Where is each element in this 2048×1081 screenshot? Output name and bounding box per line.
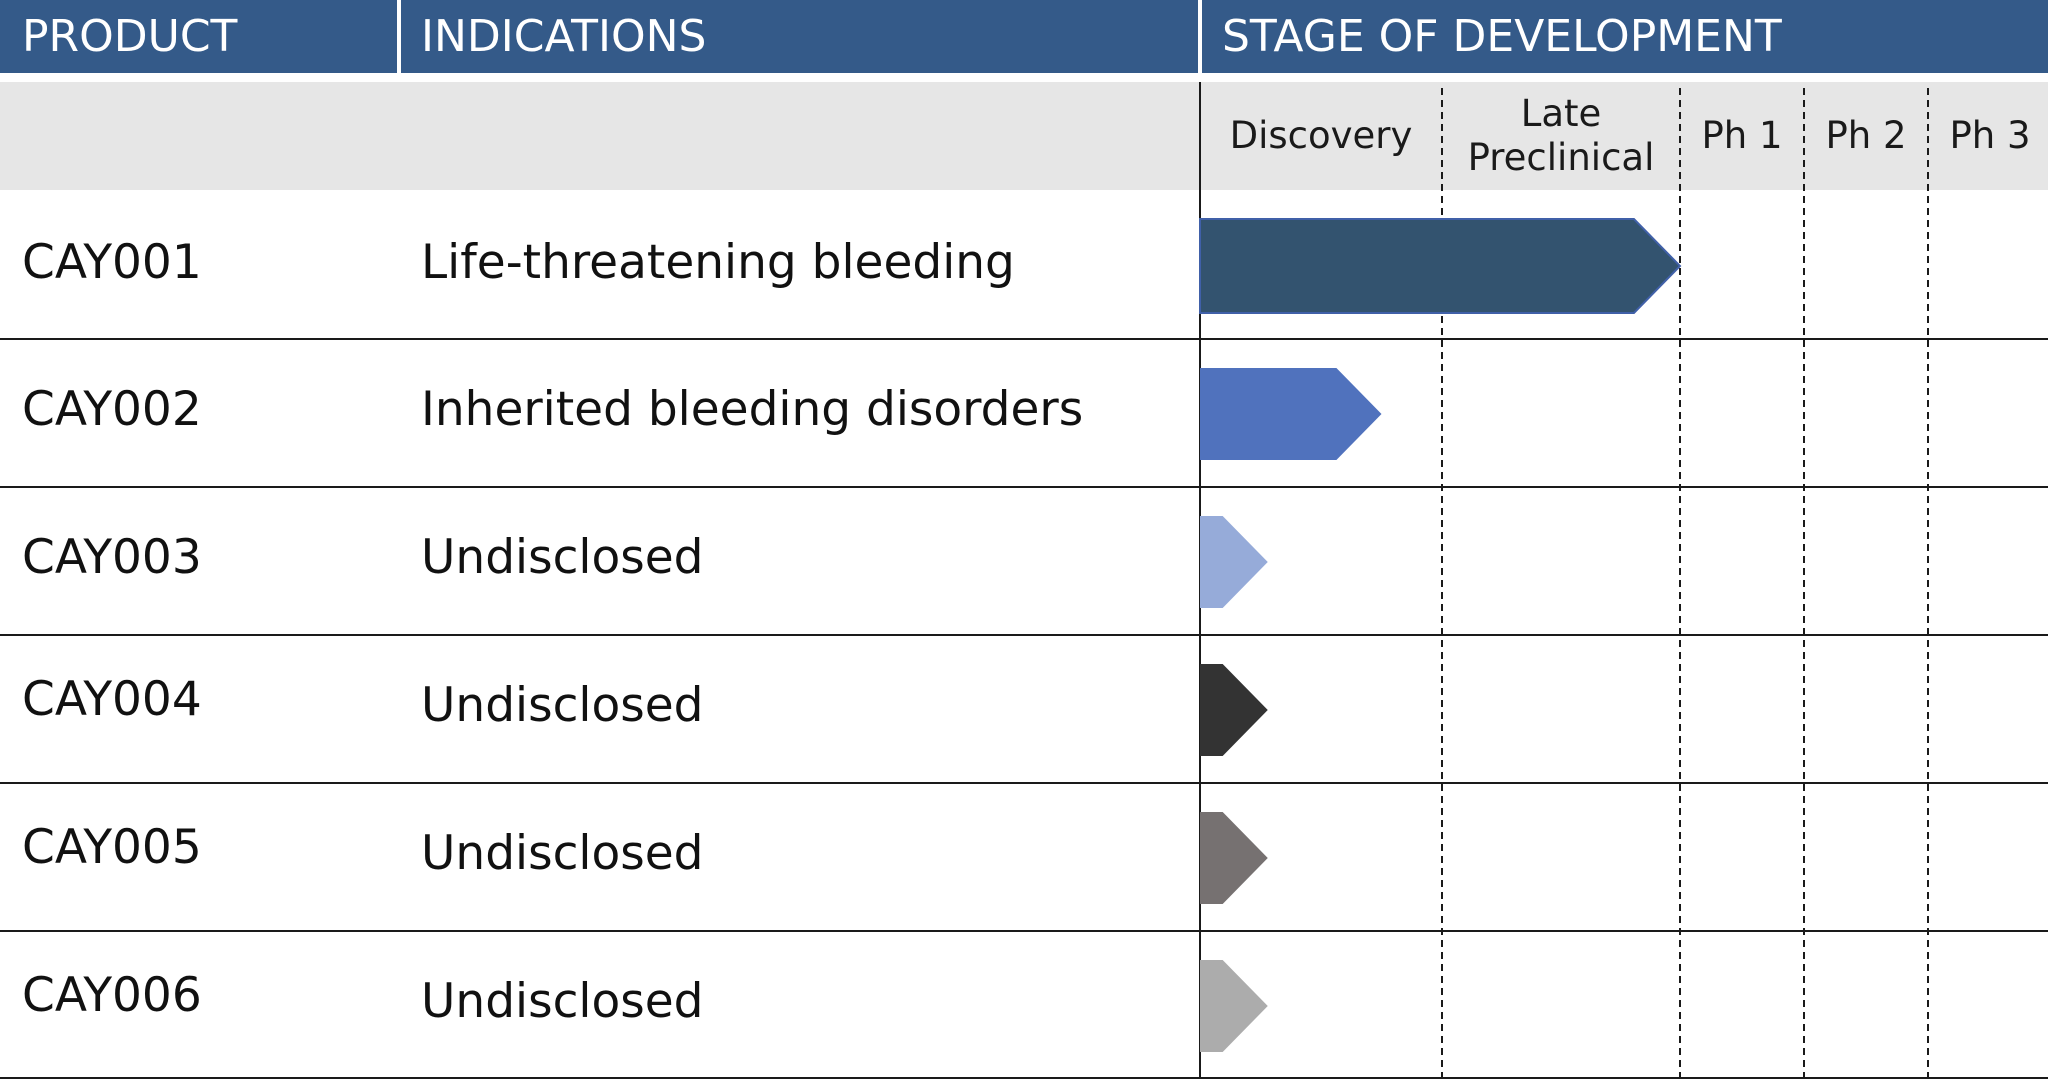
- row-divider: [0, 930, 2048, 932]
- header-stage: STAGE OF DEVELOPMENT: [1222, 11, 1782, 62]
- row-divider: [0, 634, 2048, 636]
- product-name: CAY004: [22, 672, 202, 727]
- indication-text: Life-threatening bleeding: [421, 235, 1015, 290]
- product-name: CAY003: [22, 530, 202, 585]
- stage-label-ph2: Ph 2: [1825, 114, 1907, 157]
- progress-arrow: [1200, 368, 1382, 460]
- progress-arrow: [1200, 516, 1268, 608]
- stage-subheader: [0, 82, 2048, 190]
- stage-label-ph1: Ph 1: [1701, 114, 1783, 157]
- header-divider: [1198, 0, 1202, 73]
- progress-arrow: [1200, 960, 1268, 1052]
- header-divider: [397, 0, 401, 73]
- row-divider: [0, 486, 2048, 488]
- product-name: CAY001: [22, 235, 202, 290]
- row-divider: [0, 338, 2048, 340]
- product-name: CAY002: [22, 382, 202, 437]
- header-indications: INDICATIONS: [421, 11, 707, 62]
- product-name: CAY006: [22, 968, 202, 1023]
- indication-text: Undisclosed: [421, 826, 704, 881]
- stage-label-late-preclinical: Late Preclinical: [1467, 92, 1655, 179]
- product-name: CAY005: [22, 820, 202, 875]
- indication-text: Undisclosed: [421, 530, 704, 585]
- stage-label-discovery: Discovery: [1229, 114, 1413, 157]
- progress-arrow: [1199, 218, 1682, 314]
- stage-label-ph3: Ph 3: [1949, 114, 2031, 157]
- header-bar: PRODUCT INDICATIONS STAGE OF DEVELOPMENT: [0, 0, 2048, 73]
- indication-text: Inherited bleeding disorders: [421, 382, 1084, 437]
- progress-arrow: [1200, 812, 1268, 904]
- row-divider: [0, 1077, 2048, 1079]
- indication-text: Undisclosed: [421, 678, 704, 733]
- indication-text: Undisclosed: [421, 974, 704, 1029]
- row-divider: [0, 782, 2048, 784]
- progress-arrow: [1200, 664, 1268, 756]
- header-product: PRODUCT: [22, 11, 238, 62]
